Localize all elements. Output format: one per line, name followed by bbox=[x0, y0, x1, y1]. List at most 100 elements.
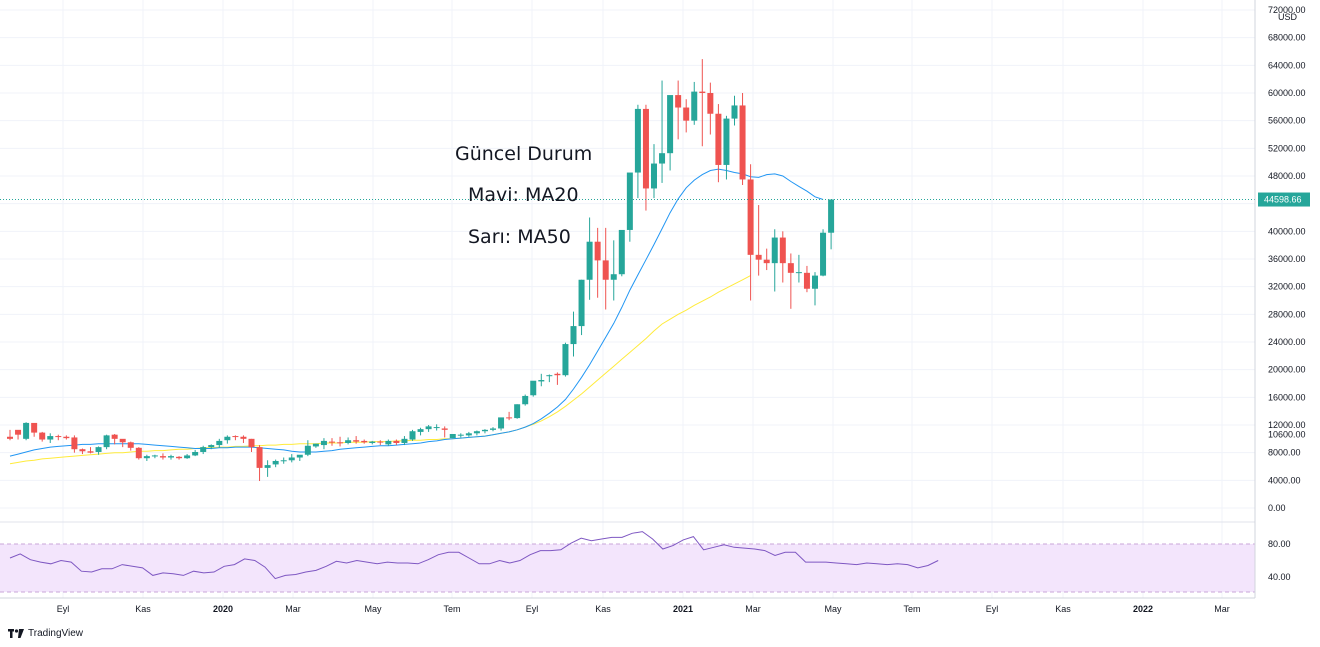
candle-body bbox=[31, 422, 38, 433]
candle bbox=[570, 311, 577, 357]
candle-body bbox=[803, 272, 810, 289]
candle-body bbox=[248, 438, 255, 448]
candle-body bbox=[473, 431, 480, 434]
candle-body bbox=[498, 417, 505, 429]
candle-body bbox=[546, 375, 553, 377]
candle-body bbox=[320, 440, 327, 446]
candle-body bbox=[820, 232, 827, 276]
candle-body bbox=[642, 108, 649, 189]
candle bbox=[71, 435, 78, 453]
candle-body bbox=[103, 435, 110, 448]
candle bbox=[578, 279, 585, 336]
candle bbox=[465, 431, 472, 437]
candle bbox=[79, 448, 86, 455]
candle-body bbox=[232, 436, 239, 438]
candle-body bbox=[481, 429, 488, 432]
candle bbox=[111, 433, 118, 445]
x-tick-label: Eyl bbox=[986, 604, 999, 614]
candle bbox=[562, 342, 569, 377]
candle bbox=[127, 441, 134, 451]
tradingview-logo[interactable]: TradingView bbox=[8, 628, 83, 639]
candle-body bbox=[570, 326, 577, 345]
candle bbox=[490, 427, 496, 432]
candle bbox=[473, 430, 480, 436]
annotation-text: Güncel Durum Mavi: MA20 Sarı: MA50 bbox=[455, 143, 592, 248]
candle-body bbox=[264, 465, 271, 468]
candle bbox=[675, 80, 682, 140]
candle bbox=[667, 95, 674, 171]
candle-body bbox=[288, 457, 295, 461]
candle bbox=[47, 433, 54, 443]
candle bbox=[820, 229, 827, 277]
candle bbox=[63, 435, 70, 440]
candles bbox=[7, 59, 835, 482]
candle-body bbox=[216, 440, 223, 446]
candle-body bbox=[47, 436, 54, 440]
candle-body bbox=[787, 263, 794, 273]
candle bbox=[256, 445, 263, 482]
candle bbox=[7, 429, 13, 441]
brand-name: TradingView bbox=[28, 628, 84, 639]
candle-body bbox=[377, 441, 384, 443]
candle bbox=[812, 272, 818, 306]
candle bbox=[417, 427, 424, 436]
candle bbox=[248, 438, 255, 452]
candle bbox=[320, 438, 327, 450]
candle bbox=[216, 438, 223, 448]
candle bbox=[787, 253, 794, 309]
candle bbox=[409, 429, 416, 441]
candle bbox=[425, 425, 432, 432]
y-tick-label: 0.00 bbox=[1268, 503, 1286, 513]
candle-body bbox=[393, 440, 400, 443]
x-tick-label: Mar bbox=[745, 604, 761, 614]
annotation-line: Güncel Durum bbox=[455, 143, 592, 165]
x-tick-label: May bbox=[364, 604, 382, 614]
candle bbox=[385, 439, 392, 446]
candle-body bbox=[828, 199, 835, 233]
candle bbox=[288, 454, 295, 463]
x-tick-label: Kas bbox=[595, 604, 611, 614]
candle-body bbox=[345, 440, 352, 443]
candle bbox=[610, 240, 617, 301]
candle bbox=[200, 445, 207, 455]
candle-body bbox=[618, 229, 625, 275]
candle-body bbox=[79, 449, 86, 452]
candle bbox=[763, 248, 770, 271]
candle-body bbox=[651, 163, 657, 189]
candle-body bbox=[699, 91, 706, 93]
candle bbox=[208, 444, 215, 450]
candle bbox=[626, 172, 633, 242]
candle-body bbox=[369, 441, 376, 443]
candle bbox=[168, 454, 174, 460]
candle-body bbox=[691, 91, 698, 121]
candle bbox=[95, 446, 102, 455]
candle bbox=[457, 433, 464, 438]
candle-body bbox=[441, 428, 448, 430]
y-tick-label: 24000.00 bbox=[1268, 337, 1306, 347]
y-tick-label: 20000.00 bbox=[1268, 365, 1306, 375]
candle-body bbox=[514, 404, 521, 419]
candle-body bbox=[127, 442, 134, 448]
candle-body bbox=[353, 440, 360, 442]
current-price-badge bbox=[1258, 192, 1310, 207]
candle-body bbox=[168, 456, 174, 458]
candle bbox=[312, 443, 319, 448]
candle bbox=[393, 439, 400, 446]
chart-grid bbox=[0, 0, 1255, 598]
candle-body bbox=[329, 441, 335, 443]
candle-body bbox=[610, 274, 617, 280]
candle-body bbox=[151, 455, 158, 457]
candle bbox=[683, 99, 690, 133]
candle bbox=[272, 459, 279, 468]
candle-body bbox=[208, 445, 215, 448]
x-tick-label: Eyl bbox=[526, 604, 539, 614]
x-tick-label: Tem bbox=[443, 604, 460, 614]
candle bbox=[514, 404, 521, 419]
candle-body bbox=[538, 380, 545, 382]
candle bbox=[296, 454, 303, 461]
candle-body bbox=[506, 417, 513, 419]
candle-body bbox=[747, 179, 754, 255]
annotation-line: Sarı: MA50 bbox=[468, 226, 571, 248]
candle-body bbox=[119, 438, 126, 443]
